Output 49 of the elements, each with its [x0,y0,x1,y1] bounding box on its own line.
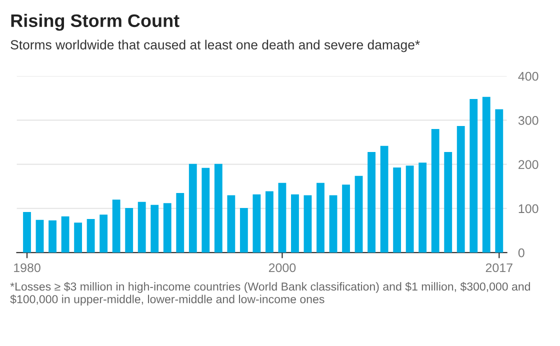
bar [23,212,31,253]
bar [163,203,172,253]
bar [61,216,70,253]
y-tick-label: 0 [518,248,524,258]
bar [214,164,222,253]
bar [138,202,146,253]
chart-title: Rising Storm Count [11,14,180,31]
bar [100,214,108,253]
bar [227,195,236,253]
bar [240,208,248,253]
x-tick-label: 2000 [268,263,296,272]
bar [86,219,95,253]
y-tick-label: 400 [518,72,538,81]
x-tick-label: 1980 [14,263,40,272]
bar [304,195,312,253]
bar [482,96,490,253]
y-tick-label: 100 [518,204,538,214]
bar [36,220,44,253]
bar [266,191,274,253]
bar [278,182,286,253]
y-tick-label: 300 [518,116,538,125]
bar [342,184,350,253]
bar [125,208,134,253]
bar [380,146,388,253]
bar [368,152,376,253]
bar [316,182,324,253]
bar [150,204,159,253]
bar [252,194,261,253]
bar [470,99,478,253]
bar [329,195,338,253]
bar [393,167,402,253]
y-tick-label: 200 [518,160,538,169]
bar [188,164,197,253]
bar [406,166,414,253]
x-tick-label: 2017 [486,263,512,272]
bar [74,222,82,253]
bar [112,200,120,253]
bar [495,109,504,253]
bar [456,126,465,253]
text: *Losses ≥ $3 million in high-income countries (World Bank classification) and $1 million, $300,000 and $100,000 in upper-middle, lower-middle and low-income ones [10,282,530,306]
bar [444,152,452,253]
bar [291,194,299,253]
bar [431,129,440,253]
bar [354,176,363,253]
bar [202,168,210,253]
bar [176,193,184,253]
bar [48,220,56,253]
chart-subtitle: Storms worldwide that caused at least one death and severe damage* [10,40,420,52]
bar [418,162,427,253]
